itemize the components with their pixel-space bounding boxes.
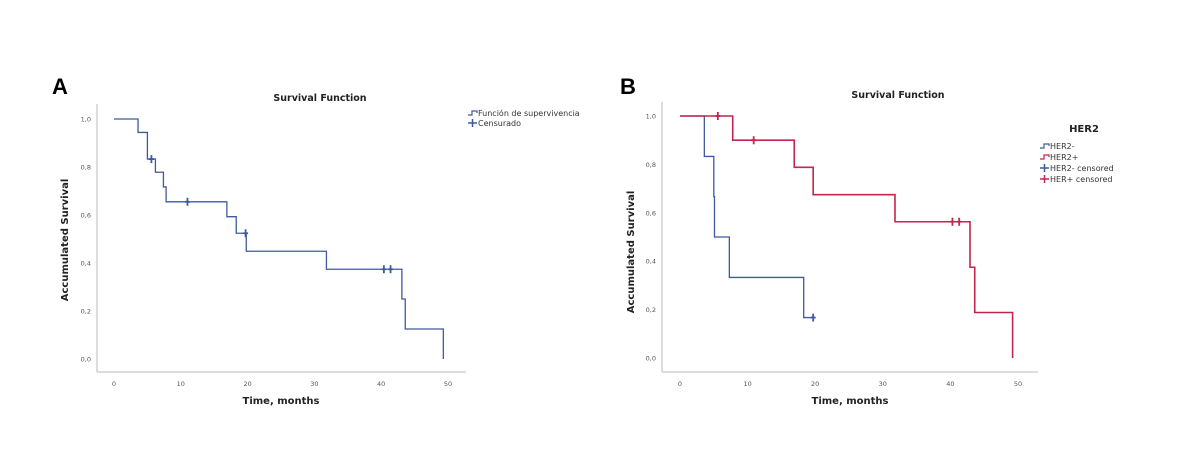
- x-tick-label: 20: [811, 380, 819, 388]
- y-tick-label: 0,4: [646, 258, 656, 266]
- x-tick-label: 30: [879, 380, 887, 388]
- panel-b-legend: HER2- HER2+ HER2- censored HER+ censored: [1040, 142, 1114, 184]
- panel-b-x-label: Time, months: [812, 396, 889, 407]
- y-tick-label: 0,4: [81, 260, 91, 268]
- censored-mark: [715, 112, 721, 120]
- panel-b-x-ticks: 0 10 20 30 40 50: [678, 380, 1022, 388]
- legend-label: HER+ censored: [1050, 175, 1112, 184]
- y-tick-label: 0,0: [81, 356, 91, 364]
- legend-label: HER2+: [1050, 153, 1078, 162]
- legend-cross-icon: [468, 119, 477, 127]
- y-tick-label: 0,2: [646, 306, 656, 314]
- panel-b-title: Survival Function: [851, 90, 944, 101]
- panel-a: A Survival Function 0,0 0,2 0,4 0,6 0,8 1,0 0…: [52, 74, 580, 407]
- panel-a-x-ticks: 0 10 20 30 40 50: [112, 380, 452, 388]
- censored-mark: [381, 265, 387, 274]
- panel-a-y-label: Accumulated Survival: [60, 179, 71, 302]
- censored-mark: [243, 229, 249, 238]
- y-tick-label: 0,8: [81, 164, 91, 172]
- censored-mark: [956, 217, 962, 226]
- panel-a-y-ticks: 0,0 0,2 0,4 0,6 0,8 1,0: [81, 116, 91, 364]
- panel-a-x-label: Time, months: [243, 396, 320, 407]
- panel-a-plot: [114, 118, 444, 359]
- x-tick-label: 30: [310, 380, 318, 388]
- censored-mark: [148, 155, 154, 164]
- censored-mark: [949, 217, 955, 226]
- y-tick-label: 0,8: [646, 161, 656, 169]
- legend-step-icon: [1040, 154, 1050, 160]
- legend-cross-icon: [1040, 164, 1049, 172]
- censored-mark: [184, 197, 190, 206]
- legend-cross-icon: [1040, 175, 1049, 183]
- x-tick-label: 40: [377, 380, 385, 388]
- y-tick-label: 1,0: [646, 113, 656, 121]
- x-tick-label: 0: [112, 380, 116, 388]
- y-tick-label: 0,0: [646, 355, 656, 363]
- legend-step-icon: [468, 110, 478, 116]
- censored-mark: [810, 313, 816, 322]
- legend-step-icon: [1040, 143, 1050, 149]
- survival-curve-her2-: [680, 115, 814, 319]
- x-tick-label: 0: [678, 380, 682, 388]
- x-tick-label: 20: [243, 380, 251, 388]
- panel-b-letter: B: [620, 74, 636, 99]
- panel-a-title: Survival Function: [273, 93, 366, 104]
- x-tick-label: 50: [444, 380, 452, 388]
- legend-label: HER2-: [1050, 142, 1075, 151]
- survival-curve-funci-n-de-supervivencia: [114, 118, 444, 359]
- censored-mark: [751, 136, 757, 145]
- panel-b-plot: [680, 112, 1014, 358]
- y-tick-label: 1,0: [81, 116, 91, 124]
- x-tick-label: 40: [946, 380, 954, 388]
- censored-mark: [388, 265, 394, 274]
- panel-b-y-label: Accumulated Survival: [626, 191, 637, 314]
- legend-label: HER2- censored: [1050, 164, 1114, 173]
- panel-b: B Survival Function 0,0 0,2 0,4 0,6 0,8 1,0 0…: [620, 74, 1114, 407]
- x-tick-label: 10: [743, 380, 751, 388]
- x-tick-label: 10: [177, 380, 185, 388]
- panel-b-legend-title: HER2: [1069, 124, 1099, 135]
- panel-b-y-ticks: 0,0 0,2 0,4 0,6 0,8 1,0: [646, 113, 656, 363]
- legend-label: Censurado: [478, 119, 521, 128]
- x-tick-label: 50: [1014, 380, 1022, 388]
- panel-a-letter: A: [52, 74, 68, 99]
- y-tick-label: 0,6: [81, 212, 91, 220]
- y-tick-label: 0,2: [81, 308, 91, 316]
- legend-label: Función de supervivencia: [478, 108, 580, 118]
- y-tick-label: 0,6: [646, 209, 656, 217]
